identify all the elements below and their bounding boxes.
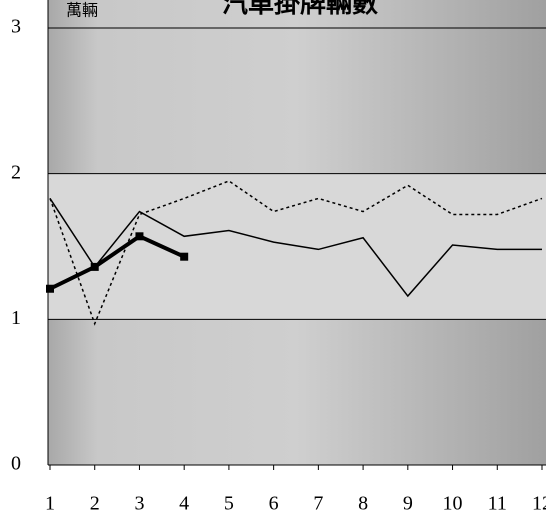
x-tick-label: 2 bbox=[90, 493, 100, 515]
x-tick-label: 6 bbox=[269, 493, 279, 515]
x-tick-label: 3 bbox=[134, 493, 144, 515]
x-tick-label: 7 bbox=[313, 493, 323, 515]
x-tick-label: 4 bbox=[179, 493, 189, 515]
x-tick-label: 5 bbox=[224, 493, 234, 515]
x-tick-label: 11 bbox=[488, 493, 507, 515]
chart-title: 汽車掛牌輛數 bbox=[222, 0, 378, 18]
series-line bbox=[49, 180, 543, 326]
y-tick-label: 3 bbox=[11, 16, 21, 38]
series-line bbox=[49, 234, 186, 291]
series-line bbox=[49, 198, 542, 298]
marker bbox=[90, 262, 99, 271]
y-tick-label: 1 bbox=[11, 307, 21, 329]
x-tick-label: 12 bbox=[532, 493, 546, 515]
y-unit: 萬輛 bbox=[66, 2, 98, 20]
marker bbox=[135, 232, 144, 241]
marker bbox=[46, 284, 54, 293]
marker bbox=[180, 252, 189, 261]
x-tick-label: 10 bbox=[443, 493, 463, 515]
y-tick-label: 0 bbox=[11, 453, 21, 475]
y-tick-label: 2 bbox=[11, 161, 21, 183]
x-tick-label: 9 bbox=[403, 493, 413, 515]
x-tick-label: 1 bbox=[45, 493, 55, 515]
x-tick-label: 8 bbox=[358, 493, 368, 515]
